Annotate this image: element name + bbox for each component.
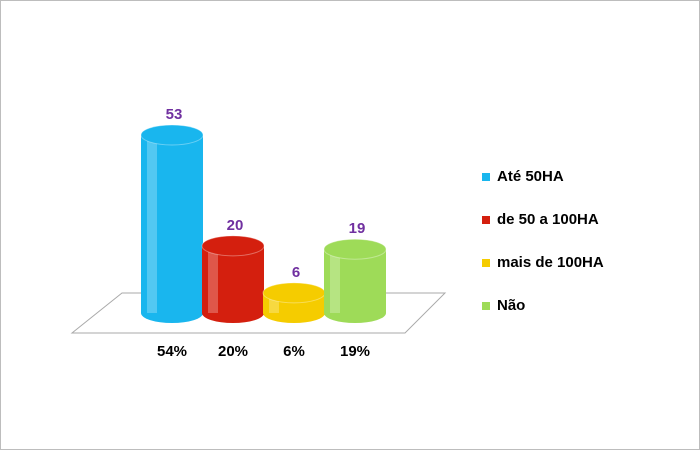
value-label: 6 bbox=[292, 264, 300, 281]
value-label: 19 bbox=[349, 220, 366, 237]
bar-shine bbox=[330, 249, 340, 313]
x-tick-label: 6% bbox=[283, 343, 305, 360]
legend-swatch bbox=[482, 302, 490, 310]
bar-shine bbox=[147, 135, 157, 313]
bar bbox=[141, 135, 203, 323]
bar-shine bbox=[208, 245, 218, 313]
x-tick-label: 54% bbox=[157, 343, 187, 360]
bar-top bbox=[323, 238, 387, 260]
x-tick-label: 19% bbox=[340, 343, 370, 360]
legend-label: Não bbox=[497, 297, 525, 314]
value-label: 20 bbox=[227, 217, 244, 234]
bar-top bbox=[201, 235, 265, 257]
bar-top bbox=[262, 282, 326, 304]
legend-swatch bbox=[482, 173, 490, 181]
bar-shine bbox=[269, 292, 279, 313]
bar bbox=[324, 249, 386, 323]
legend-label: mais de 100HA bbox=[497, 254, 604, 271]
legend-label: de 50 a 100HA bbox=[497, 211, 599, 228]
legend-swatch bbox=[482, 216, 490, 224]
x-tick-label: 20% bbox=[218, 343, 248, 360]
legend-swatch bbox=[482, 259, 490, 267]
legend-label: Até 50HA bbox=[497, 168, 564, 185]
value-label: 53 bbox=[166, 106, 183, 123]
bar-top bbox=[140, 124, 204, 146]
bar bbox=[202, 245, 264, 323]
